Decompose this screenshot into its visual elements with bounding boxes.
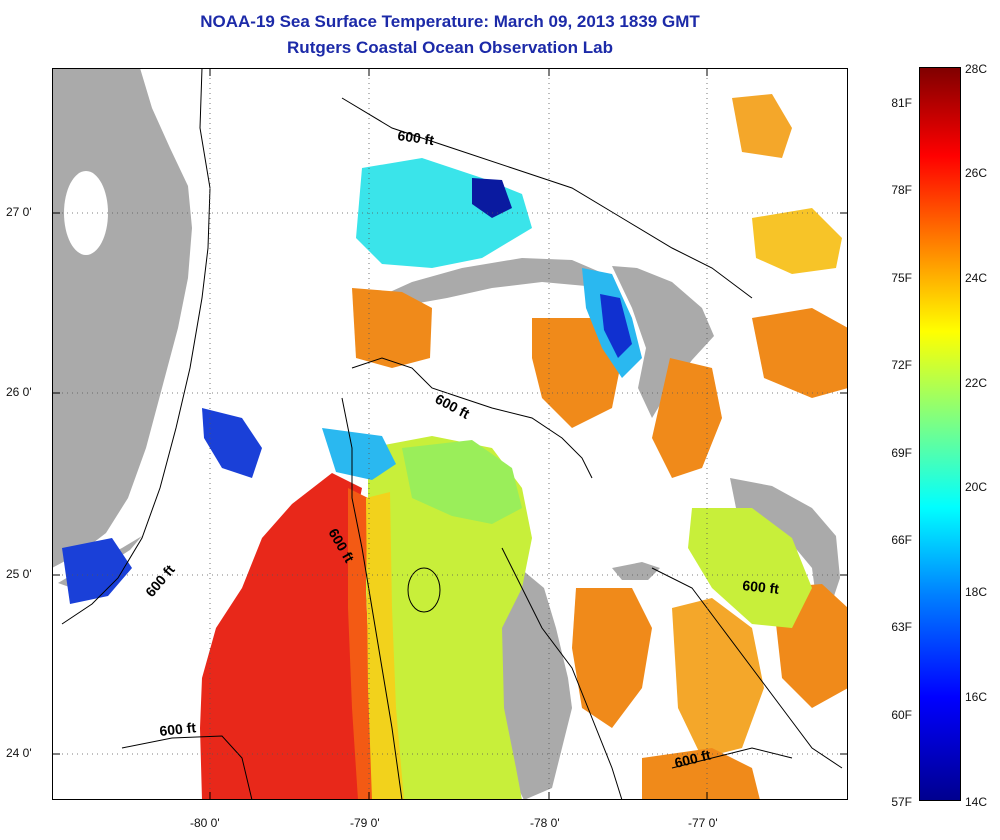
lat-label: 27 0' bbox=[6, 205, 32, 219]
colorbar-c-label: 28C bbox=[965, 62, 988, 76]
contour-600ft-tongue bbox=[341, 397, 403, 800]
lon-label: -78 0' bbox=[530, 816, 560, 830]
colorbar-f-label: 60F bbox=[891, 708, 912, 722]
sst-map: 600 ft 600 ft 600 ft 600 ft 600 ft 600 f… bbox=[52, 68, 848, 800]
contour-label: 600 ft bbox=[159, 719, 197, 739]
sst-orange-top-right bbox=[732, 94, 792, 158]
lat-label: 24 0' bbox=[6, 746, 32, 760]
sst-orange-se2-patch bbox=[672, 598, 764, 758]
contour-600ft-southeast bbox=[671, 747, 793, 769]
temperature-colorbar bbox=[919, 67, 961, 801]
sst-orange-se-patch bbox=[572, 588, 652, 728]
sst-orange-ne-patch bbox=[752, 308, 848, 398]
lon-label: -80 0' bbox=[190, 816, 220, 830]
contour-600ft-east bbox=[651, 567, 843, 769]
lon-label: -77 0' bbox=[688, 816, 718, 830]
sst-orange-east-patch bbox=[652, 358, 722, 478]
map-title: NOAA-19 Sea Surface Temperature: March 0… bbox=[200, 12, 700, 31]
sst-orange-bottom-patch bbox=[642, 748, 760, 800]
sst-blue-keys bbox=[62, 538, 132, 604]
sst-yellow-east-strip bbox=[752, 208, 842, 274]
colorbar-c-label: 16C bbox=[965, 690, 988, 704]
colorbar-f-label: 69F bbox=[891, 446, 912, 460]
lat-label: 26 0' bbox=[6, 385, 32, 399]
sst-orange-mid-patch bbox=[532, 318, 622, 428]
colorbar-f-label: 63F bbox=[891, 620, 912, 634]
lake-okeechobee bbox=[64, 171, 108, 255]
colorbar-c-label: 22C bbox=[965, 376, 988, 390]
colorbar-f-label: 72F bbox=[891, 358, 912, 372]
contour-600ft-andros bbox=[501, 547, 623, 800]
contour-600ft-grand-bahama bbox=[341, 97, 753, 299]
sst-red-region bbox=[200, 473, 364, 800]
contour-600ft-little-bahama-bank bbox=[351, 357, 593, 479]
lat-label: 25 0' bbox=[6, 567, 32, 581]
small-island bbox=[612, 562, 660, 580]
colorbar-c-label: 20C bbox=[965, 480, 988, 494]
sst-blue-abaco bbox=[600, 294, 632, 358]
contour-600ft-florida bbox=[61, 68, 211, 625]
sst-cyan-strait bbox=[322, 428, 396, 480]
colorbar-c-label: 18C bbox=[965, 585, 988, 599]
sst-green-patch bbox=[402, 440, 522, 524]
eleuthera-island bbox=[730, 478, 840, 608]
colorbar-f-label: 75F bbox=[891, 271, 912, 285]
colorbar-f-label: 78F bbox=[891, 183, 912, 197]
colorbar-c-label: 26C bbox=[965, 166, 988, 180]
colorbar-f-label: 66F bbox=[891, 533, 912, 547]
sst-yellow-green-east bbox=[688, 508, 812, 628]
abaco-island bbox=[612, 266, 714, 418]
colorbar-f-label: 57F bbox=[891, 795, 912, 809]
sst-orange-north-patch bbox=[352, 288, 432, 368]
lon-label: -79 0' bbox=[350, 816, 380, 830]
sst-blue-patch bbox=[472, 178, 512, 218]
colorbar-f-label: 81F bbox=[891, 96, 912, 110]
map-subtitle: Rutgers Coastal Ocean Observation Lab bbox=[287, 38, 613, 57]
contour-label: 600 ft bbox=[397, 127, 436, 148]
grand-bahama bbox=[372, 258, 600, 306]
map-frame bbox=[52, 68, 848, 800]
colorbar-c-label: 24C bbox=[965, 271, 988, 285]
sst-red-band bbox=[348, 488, 376, 800]
sst-yellow-transition bbox=[366, 492, 404, 800]
contour-label-east: 600 ft bbox=[742, 577, 780, 597]
sst-yellow-green-region bbox=[366, 436, 532, 800]
colorbar-c-label: 14C bbox=[965, 795, 988, 809]
sst-blue-fl-coast bbox=[202, 408, 262, 478]
contour-600ft-oval bbox=[407, 567, 441, 613]
contour-600ft-southwest bbox=[121, 735, 253, 800]
